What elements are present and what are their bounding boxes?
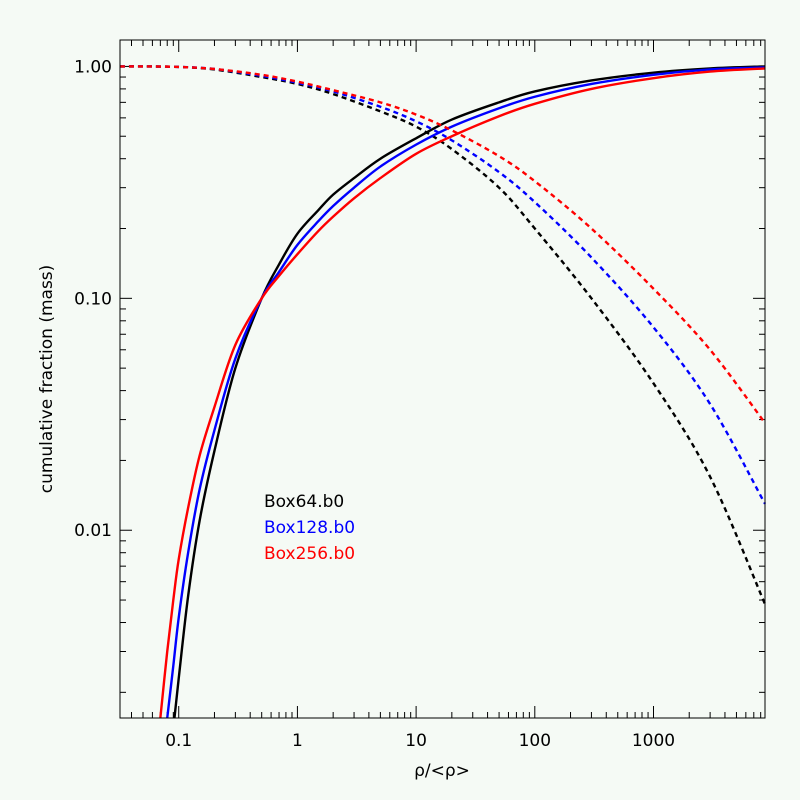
series-box128-b0-cumulative-line (166, 66, 766, 719)
legend-entry: Box128.b0 (264, 518, 355, 538)
y-tick-label: 0.01 (74, 521, 112, 541)
series-layer (119, 65, 767, 719)
y-tick-label: 1.00 (74, 57, 112, 77)
legend: Box64.b0 Box128.b0 Box256.b0 (264, 492, 355, 564)
x-tick-label: 1000 (632, 731, 675, 751)
x-tick-label: 10 (405, 731, 427, 751)
legend-entry: Box256.b0 (264, 544, 355, 564)
x-tick-label: 100 (519, 731, 551, 751)
series-box256-b0-cumulative-line (159, 67, 766, 719)
y-axis-ticks: 0.01 0.10 1.00 (74, 57, 765, 693)
legend-entry: Box64.b0 (264, 492, 344, 512)
x-axis-label: ρ/<ρ> (414, 761, 470, 781)
series-box64-b0-cumulative-line (173, 65, 766, 719)
x-tick-label: 1 (292, 731, 303, 751)
y-tick-label: 0.10 (74, 289, 112, 309)
x-tick-label: 0.1 (165, 731, 192, 751)
y-axis-label: cumulative fraction (mass) (37, 265, 57, 494)
series-box64-b0-complementary-line (119, 65, 767, 605)
plot-frame (119, 39, 766, 719)
series-box256-b0-complementary-line (119, 65, 766, 424)
x-axis-ticks: 0.1 1 10 100 1000 (131, 40, 762, 751)
